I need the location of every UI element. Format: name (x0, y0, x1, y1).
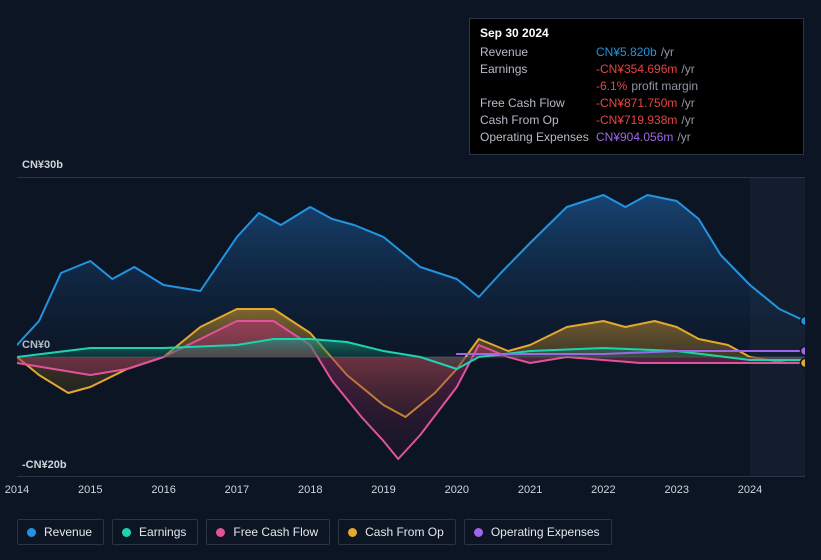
tooltip-date: Sep 30 2024 (480, 25, 793, 42)
tooltip-value: -CN¥871.750m (596, 95, 677, 112)
x-axis-tick: 2018 (298, 484, 322, 496)
x-axis-tick: 2019 (371, 484, 395, 496)
tooltip-value: CN¥5.820b (596, 44, 657, 61)
x-axis: 2014201520162017201820192020202120222023… (17, 484, 805, 500)
x-axis-tick: 2015 (78, 484, 102, 496)
x-axis-tick: 2017 (225, 484, 249, 496)
legend-item[interactable]: Earnings (112, 519, 198, 545)
legend-label: Cash From Op (365, 525, 444, 539)
chart-tooltip: Sep 30 2024 RevenueCN¥5.820b/yrEarnings-… (469, 18, 804, 155)
tooltip-unit: profit margin (631, 78, 698, 95)
tooltip-row: -6.1%profit margin (480, 78, 793, 95)
legend-label: Operating Expenses (491, 525, 600, 539)
x-axis-tick: 2022 (591, 484, 615, 496)
x-axis-tick: 2023 (664, 484, 688, 496)
tooltip-row: Earnings-CN¥354.696m/yr (480, 61, 793, 78)
x-axis-tick: 2016 (151, 484, 175, 496)
financials-chart (17, 177, 805, 477)
tooltip-unit: /yr (681, 61, 694, 78)
tooltip-row: RevenueCN¥5.820b/yr (480, 44, 793, 61)
tooltip-value: -CN¥719.938m (596, 112, 677, 129)
legend-label: Earnings (139, 525, 186, 539)
legend-dot (216, 528, 225, 537)
tooltip-row: Cash From Op-CN¥719.938m/yr (480, 112, 793, 129)
tooltip-unit: /yr (681, 95, 694, 112)
tooltip-unit: /yr (677, 129, 690, 146)
legend: Revenue Earnings Free Cash Flow Cash From O… (17, 519, 612, 545)
x-axis-tick: 2024 (738, 484, 762, 496)
tooltip-row: Free Cash Flow-CN¥871.750m/yr (480, 95, 793, 112)
tooltip-label (480, 78, 596, 95)
tooltip-value: CN¥904.056m (596, 129, 673, 146)
tooltip-label: Earnings (480, 61, 596, 78)
legend-item[interactable]: Cash From Op (338, 519, 456, 545)
tooltip-unit: /yr (681, 112, 694, 129)
tooltip-unit: /yr (661, 44, 674, 61)
x-axis-tick: 2014 (5, 484, 29, 496)
legend-dot (27, 528, 36, 537)
legend-label: Free Cash Flow (233, 525, 318, 539)
y-axis-label: CN¥30b (22, 159, 63, 171)
legend-dot (122, 528, 131, 537)
x-axis-tick: 2020 (445, 484, 469, 496)
tooltip-label: Revenue (480, 44, 596, 61)
tooltip-row: Operating ExpensesCN¥904.056m/yr (480, 129, 793, 146)
tooltip-label: Cash From Op (480, 112, 596, 129)
legend-dot (348, 528, 357, 537)
legend-label: Revenue (44, 525, 92, 539)
tooltip-label: Operating Expenses (480, 129, 596, 146)
legend-dot (474, 528, 483, 537)
x-axis-tick: 2021 (518, 484, 542, 496)
legend-item[interactable]: Free Cash Flow (206, 519, 330, 545)
tooltip-value: -6.1% (596, 78, 627, 95)
tooltip-value: -CN¥354.696m (596, 61, 677, 78)
legend-item[interactable]: Revenue (17, 519, 104, 545)
tooltip-label: Free Cash Flow (480, 95, 596, 112)
legend-item[interactable]: Operating Expenses (464, 519, 612, 545)
